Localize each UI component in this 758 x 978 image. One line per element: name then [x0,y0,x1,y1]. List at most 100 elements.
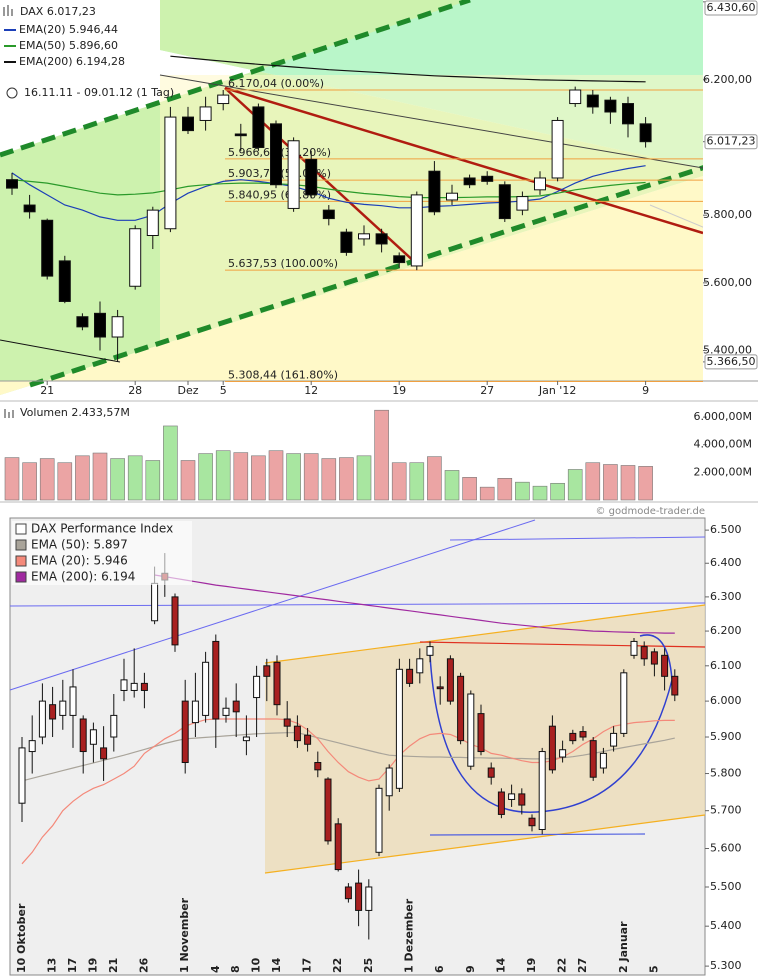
candle-body [358,233,370,240]
price-marker-label: 5.366,50 [707,355,756,368]
chart-title: DAX 6.017,23 [20,5,96,18]
y-tick-label: 6.300 [710,590,742,603]
candle-body [41,219,54,277]
volume-bar [444,470,460,501]
candle-body [650,651,658,665]
legend-entry: EMA (20): 5.946 [31,554,128,568]
legend-bg [12,521,192,585]
candle-body [436,686,444,690]
candle-body [232,700,240,713]
candle-body [334,823,342,871]
x-tick-label: 12 [304,384,318,397]
volume-bar [515,481,530,501]
legend-swatch [15,523,27,535]
legend-entry: EMA(200) 6.194,28 [19,55,125,68]
y-tick-label: 6.400 [710,556,742,569]
y-tick-label: 5.700 [710,804,742,817]
y-tick-label: 2.000,00M [694,465,752,478]
candle-body [579,731,587,738]
candle-body [375,787,383,853]
candle-body [365,886,373,911]
candle-body [49,704,57,720]
candle-body [38,700,46,738]
y-tick-label: 5.600,00 [703,276,752,289]
x-tick-label: 19 [525,958,538,973]
volume-bar [75,455,90,501]
candle-body [487,767,495,778]
candle-body [395,668,403,789]
lower-trend-line [29,147,758,388]
upper-trend-line [0,0,471,158]
candle-body [569,89,582,105]
x-tick-label: 17 [66,958,79,973]
candle-body [58,260,71,302]
price-marker-label: 6.017,23 [707,135,756,148]
candle-body [599,752,607,769]
legend-entry: EMA(50) 5.896,60 [19,39,118,52]
price-marker-label: 6.430,60 [707,1,756,14]
candle-body [181,700,189,764]
volume-bar [356,455,372,501]
fib-label: 6.170,04 (0.00%) [228,77,324,90]
candle-body [191,700,199,724]
candle-body [164,116,177,230]
candle-body [270,123,282,186]
candle-body [610,732,618,747]
y-tick-label: 6.500 [710,523,742,536]
candle-body [130,682,138,691]
candle-body [498,184,511,220]
chart-title: DAX Performance Index [31,522,173,536]
y-tick-label: 4.000,00M [694,438,752,451]
volume-bar [374,409,389,501]
x-tick-label: 2 Januar [617,921,630,973]
candle-body [481,175,494,182]
x-tick-label: 10 [250,957,263,973]
y-tick-label: 5.400 [710,919,742,932]
price-marker-box [704,354,758,370]
cup-arc [429,634,673,813]
candle-body [76,316,89,328]
candle-body [94,312,106,338]
candle-body [375,233,388,245]
candle-body [234,133,247,137]
x-tick-label: 9 [642,384,649,397]
candle-body [671,675,679,696]
volume-bar [286,453,301,501]
legend-entry: EMA (50): 5.897 [31,538,128,552]
y-tick-label: 6.200 [710,624,742,637]
volume-bar [145,460,161,501]
volume-bar [39,458,55,501]
fib-label: 5.308,44 (161.80%) [228,369,338,382]
price-marker-box [704,0,758,16]
candle-body [305,158,318,196]
trend-line [0,339,121,363]
y-tick-label: 6.000,00M [694,410,752,423]
x-tick-label: 4 [209,965,222,973]
candle-body [559,749,567,758]
candle-body [79,718,87,753]
volume-bar [620,465,636,501]
channel-line [264,604,706,664]
candle-body [222,707,230,716]
y-tick-label: 5.800 [710,767,742,780]
y-tick-label: 6.000 [710,694,742,707]
candle-body [110,714,118,738]
volume-bar [603,464,618,501]
candle-body [640,646,648,660]
candle-body [518,793,526,806]
volume-bar [215,450,231,501]
legend: EMA(20) 5.946,44 EMA(50) 5.896,60 EMA(200)… [4,23,125,68]
x-tick-label: 1 Dezember [403,898,416,973]
x-tick-label: 28 [128,384,142,397]
volume-bar [550,482,565,501]
candle-body [59,700,67,716]
candle-body [534,177,546,191]
y-tick-label: 5.800,00 [703,208,752,221]
volume-bar [479,486,495,501]
channel-zone [265,605,705,873]
x-tick-label: 21 [107,958,120,973]
x-tick-label: 13 [46,958,59,973]
x-tick-label: 5 [647,965,660,973]
volume-bar [233,452,249,501]
